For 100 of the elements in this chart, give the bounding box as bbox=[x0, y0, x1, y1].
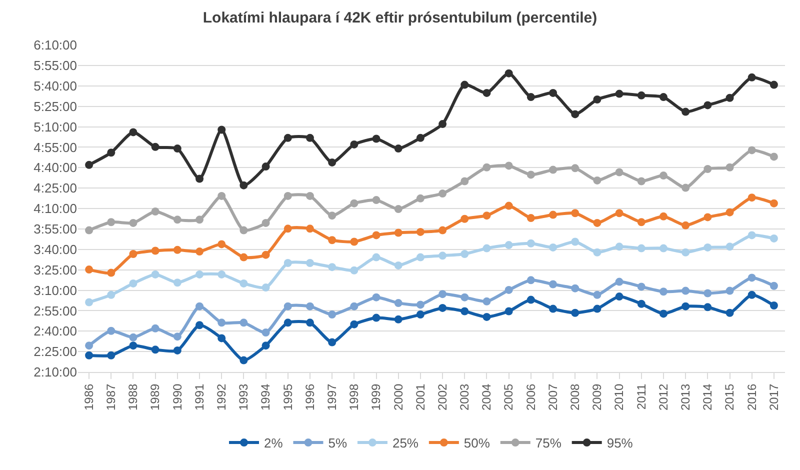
x-tick-label: 2010 bbox=[612, 383, 626, 411]
point bbox=[770, 199, 778, 208]
point bbox=[659, 310, 668, 318]
point bbox=[682, 221, 690, 230]
point bbox=[571, 308, 580, 317]
point bbox=[196, 174, 204, 183]
point bbox=[151, 346, 160, 354]
point bbox=[328, 158, 336, 166]
point bbox=[748, 194, 756, 202]
point bbox=[482, 88, 491, 97]
point bbox=[372, 314, 380, 322]
point bbox=[306, 302, 314, 310]
point bbox=[748, 274, 756, 282]
point bbox=[218, 192, 226, 200]
point bbox=[504, 286, 513, 294]
x-tick-label: 1989 bbox=[148, 383, 162, 411]
point bbox=[350, 302, 358, 310]
x-tick-label: 1995 bbox=[280, 383, 295, 411]
x-tick-label: 2001 bbox=[413, 383, 428, 411]
x-tick-label: 1990 bbox=[170, 383, 184, 411]
point bbox=[593, 96, 602, 104]
point bbox=[107, 290, 116, 299]
point bbox=[748, 231, 756, 240]
point bbox=[659, 93, 668, 102]
x-tick-label: 1991 bbox=[192, 383, 206, 411]
point bbox=[173, 346, 182, 354]
point bbox=[328, 263, 336, 272]
x-tick-label: 2006 bbox=[524, 383, 538, 411]
point bbox=[748, 290, 756, 299]
point bbox=[704, 303, 712, 312]
point bbox=[218, 240, 226, 248]
x-tick-label: 1988 bbox=[126, 383, 140, 411]
point bbox=[85, 266, 94, 274]
point bbox=[416, 194, 424, 202]
point bbox=[549, 280, 558, 288]
point bbox=[571, 284, 580, 292]
x-tick-label: 2004 bbox=[480, 383, 494, 411]
point bbox=[284, 224, 292, 233]
point bbox=[350, 140, 358, 148]
y-tick-label: 4:40:00 bbox=[34, 160, 77, 176]
point bbox=[770, 152, 778, 161]
point bbox=[726, 163, 734, 172]
point bbox=[218, 334, 226, 342]
point bbox=[394, 299, 402, 308]
x-tick-label: 1993 bbox=[236, 383, 251, 411]
point bbox=[549, 88, 558, 97]
point bbox=[615, 209, 624, 218]
point bbox=[196, 248, 204, 256]
point bbox=[460, 214, 469, 223]
point bbox=[682, 108, 690, 116]
point bbox=[460, 293, 469, 302]
x-tick-label: 2008 bbox=[568, 383, 582, 411]
point bbox=[593, 304, 602, 313]
point bbox=[504, 202, 513, 210]
point bbox=[504, 307, 513, 316]
point bbox=[218, 270, 226, 278]
point bbox=[526, 296, 535, 304]
point bbox=[770, 302, 778, 310]
point bbox=[218, 126, 226, 134]
x-tick-label: 2000 bbox=[391, 383, 406, 411]
chart-title: Lokatími hlaupara í 42K eftir prósentubilum (percentile) bbox=[202, 9, 598, 26]
x-tick-label: 1986 bbox=[82, 383, 96, 411]
x-tick-label: 1996 bbox=[302, 383, 317, 411]
point bbox=[394, 228, 402, 237]
point bbox=[196, 302, 204, 310]
point bbox=[748, 73, 756, 82]
point bbox=[438, 190, 447, 198]
point bbox=[306, 134, 314, 142]
point bbox=[85, 160, 94, 169]
point bbox=[682, 248, 690, 256]
point bbox=[350, 320, 358, 328]
point bbox=[526, 276, 535, 284]
point bbox=[770, 80, 778, 89]
point bbox=[593, 176, 602, 184]
x-tick-label: 2014 bbox=[700, 383, 715, 411]
point bbox=[196, 321, 204, 330]
point bbox=[107, 326, 116, 335]
point bbox=[549, 210, 558, 219]
point bbox=[372, 253, 380, 262]
point bbox=[549, 243, 558, 252]
x-tick-label: 2017 bbox=[766, 383, 781, 411]
point bbox=[85, 298, 94, 306]
point bbox=[438, 304, 447, 312]
y-tick-label: 5:10:00 bbox=[34, 119, 77, 134]
y-tick-label: 3:10:00 bbox=[34, 282, 77, 298]
point bbox=[704, 164, 712, 173]
point bbox=[129, 128, 138, 136]
point bbox=[107, 268, 116, 277]
point bbox=[482, 163, 491, 172]
point bbox=[372, 134, 380, 143]
point bbox=[526, 170, 535, 179]
point bbox=[151, 324, 160, 332]
point bbox=[748, 146, 756, 154]
point bbox=[637, 244, 646, 252]
legend-label: 75% bbox=[535, 436, 562, 451]
y-tick-label: 4:25:00 bbox=[34, 180, 77, 196]
point bbox=[571, 164, 580, 172]
point bbox=[615, 90, 624, 98]
point bbox=[659, 172, 668, 180]
point bbox=[726, 286, 734, 295]
